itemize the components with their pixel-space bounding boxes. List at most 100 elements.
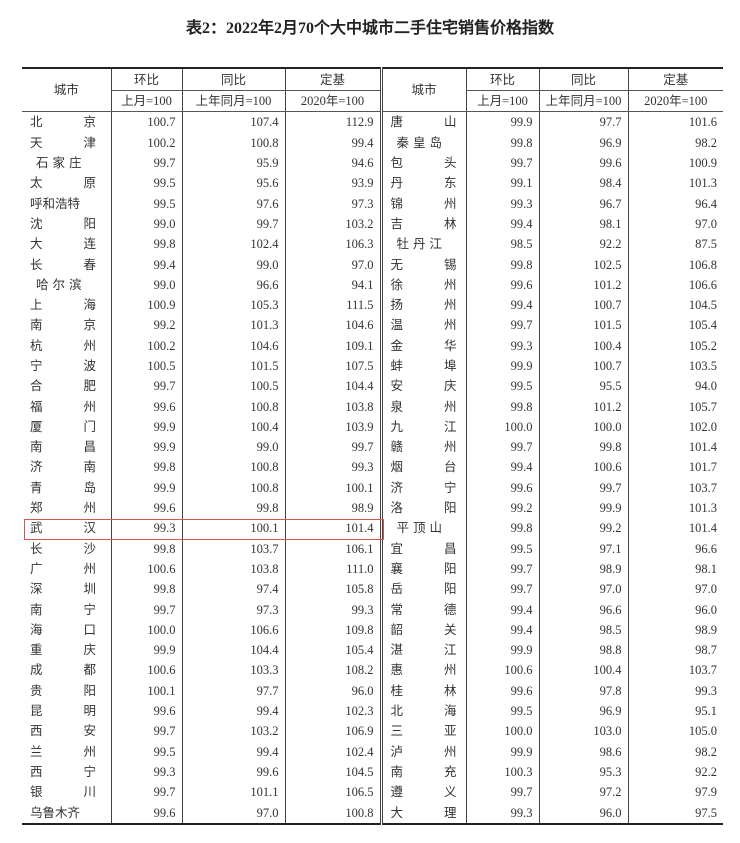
city-name: 安庆 <box>390 378 457 394</box>
base-value: 106.8 <box>688 257 717 272</box>
table-row: 银川 99.7 101.1 106.5 遵义 99.7 97.2 97.9 <box>22 782 723 803</box>
mom-value: 99.6 <box>466 274 540 295</box>
table-row: 石家庄 99.7 95.9 94.6 包头 99.7 99.6 100.9 <box>22 152 723 174</box>
city-cell: 昆明 <box>22 700 112 722</box>
mom-value: 99.7 <box>466 152 540 174</box>
yoy-value: 97.6 <box>182 193 286 214</box>
yoy-value: 97.4 <box>182 579 286 600</box>
city-cell: 包头 <box>381 152 467 174</box>
table-row: 西安 99.7 103.2 106.9 三亚 100.0 103.0 105.0 <box>22 721 723 742</box>
mom-value: 99.8 <box>111 579 183 600</box>
mom-value: 99.7 <box>466 579 540 600</box>
yoy-value: 95.5 <box>539 376 629 397</box>
mom-value: 99.7 <box>111 376 183 397</box>
city-name: 韶关 <box>390 621 457 637</box>
base-value: 94.1 <box>285 274 383 295</box>
city-name: 襄阳 <box>390 560 457 576</box>
base-value: 99.4 <box>285 132 383 153</box>
table-row: 南京 99.2 101.3 104.6 温州 99.7 101.5 105.4 <box>22 315 723 336</box>
base-value: 107.5 <box>285 355 383 377</box>
base-value: 96.0 <box>695 602 717 617</box>
base-value: 96.4 <box>695 196 717 211</box>
table-row: 宁波 100.5 101.5 107.5 蚌埠 99.9 100.7 103.5 <box>22 355 723 377</box>
city-name: 海口 <box>30 621 96 637</box>
yoy-value: 105.3 <box>182 294 286 316</box>
yoy-value: 96.9 <box>539 700 629 722</box>
city-name: 乌鲁木齐 <box>30 804 81 820</box>
mom-value: 99.8 <box>466 132 540 153</box>
base-value: 105.2 <box>688 338 717 353</box>
city-cell: 西宁 <box>22 761 112 783</box>
city-name: 哈尔滨 <box>36 276 86 292</box>
city-name: 泉州 <box>390 398 457 414</box>
city-cell: 丹东 <box>381 173 467 194</box>
mom-value: 99.6 <box>111 802 183 825</box>
yoy-value: 96.7 <box>539 193 629 214</box>
base-value: 92.2 <box>695 764 717 779</box>
yoy-value: 92.2 <box>539 234 629 255</box>
city-name: 太原 <box>30 175 96 191</box>
city-cell: 吉林 <box>381 213 467 235</box>
base-value: 104.5 <box>688 298 717 313</box>
city-name: 九江 <box>390 418 457 434</box>
yoy-value: 99.0 <box>182 437 286 458</box>
base-value: 112.9 <box>285 111 383 133</box>
yoy-value: 100.0 <box>539 416 629 438</box>
table-row: 福州 99.6 100.8 103.8 泉州 99.8 101.2 105.7 <box>22 396 723 417</box>
city-cell: 杭州 <box>22 335 112 356</box>
city-name: 呼和浩特 <box>30 195 81 211</box>
base-value: 108.2 <box>285 660 383 681</box>
city-cell: 武汉 <box>22 518 112 539</box>
mom-value: 99.8 <box>111 457 183 478</box>
base-value: 106.1 <box>285 538 383 559</box>
city-cell: 呼和浩特 <box>22 193 112 214</box>
mom-value: 99.4 <box>466 619 540 641</box>
base-value: 101.4 <box>688 521 717 536</box>
yoy-value: 99.9 <box>539 497 629 519</box>
table-row: 长春 99.4 99.0 97.0 无锡 99.8 102.5 106.8 <box>22 254 723 275</box>
city-cell: 九江 <box>381 416 467 438</box>
mom-value: 100.1 <box>111 680 183 701</box>
yoy-value: 98.1 <box>539 213 629 235</box>
city-name: 合肥 <box>30 378 96 394</box>
city-name: 沈阳 <box>30 215 96 231</box>
yoy-value: 96.9 <box>539 132 629 153</box>
city-name: 贵阳 <box>30 682 96 698</box>
city-cell: 贵阳 <box>22 680 112 701</box>
base-value: 97.9 <box>695 785 717 800</box>
city-cell: 大连 <box>22 234 112 255</box>
city-cell: 南充 <box>381 761 467 783</box>
base-value: 101.6 <box>688 115 717 130</box>
city-cell: 太原 <box>22 173 112 194</box>
city-name: 深圳 <box>30 581 96 597</box>
yoy-value: 102.5 <box>539 254 629 275</box>
col-header-mom: 环比 <box>111 67 183 91</box>
city-name: 徐州 <box>390 276 457 292</box>
yoy-value: 100.8 <box>182 477 286 498</box>
yoy-value: 101.3 <box>182 315 286 336</box>
city-cell: 青岛 <box>22 477 112 498</box>
base-value: 98.2 <box>695 135 717 150</box>
base-value: 102.4 <box>285 741 383 762</box>
yoy-value: 106.6 <box>182 619 286 641</box>
base-value: 103.8 <box>285 396 383 417</box>
mom-value: 99.7 <box>466 558 540 580</box>
yoy-value: 100.8 <box>182 132 286 153</box>
table-row: 乌鲁木齐 99.6 97.0 100.8 大理 99.3 96.0 97.5 <box>22 802 723 825</box>
yoy-value: 99.8 <box>182 497 286 519</box>
yoy-value: 104.4 <box>182 640 286 661</box>
city-cell: 泉州 <box>381 396 467 417</box>
mom-value: 99.6 <box>466 477 540 498</box>
yoy-value: 95.3 <box>539 761 629 783</box>
city-cell: 乌鲁木齐 <box>22 802 112 825</box>
table-row: 青岛 99.9 100.8 100.1 济宁 99.6 99.7 103.7 <box>22 477 723 498</box>
city-cell: 厦门 <box>22 416 112 438</box>
city-name: 长沙 <box>30 540 96 556</box>
base-value: 104.6 <box>285 315 383 336</box>
city-name: 无锡 <box>390 256 457 272</box>
yoy-value: 97.2 <box>539 782 629 803</box>
city-cell: 天津 <box>22 132 112 153</box>
city-name: 南宁 <box>30 601 96 617</box>
city-name: 杭州 <box>30 337 96 353</box>
base-value: 103.5 <box>688 359 717 373</box>
